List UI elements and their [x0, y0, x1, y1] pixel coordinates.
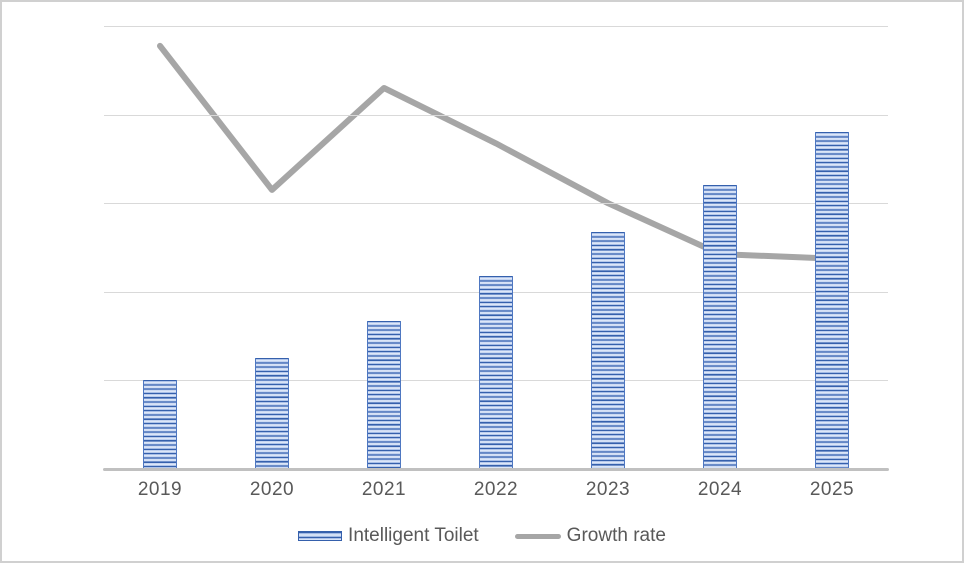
line-series-swatch-icon: [514, 533, 561, 539]
x-axis-label-2023: 2023: [585, 479, 631, 500]
x-axis-label-2024: 2024: [697, 479, 743, 500]
x-axis-label-2025: 2025: [809, 479, 855, 500]
legend: Intelligent Toilet Growth rate: [2, 524, 962, 548]
legend-label-growth-rate: Growth rate: [566, 525, 666, 546]
legend-label-intelligent-toilet: Intelligent Toilet: [348, 525, 479, 546]
bar-2023: [591, 232, 625, 469]
x-axis-label-2022: 2022: [473, 479, 519, 500]
bar-2020: [255, 358, 289, 469]
legend-item-growth-rate: Growth rate: [514, 525, 666, 547]
bar-2021: [367, 321, 401, 469]
bar-2024: [703, 185, 737, 469]
gridline: [104, 203, 888, 204]
bar-2022: [479, 276, 513, 469]
x-axis-label-2021: 2021: [361, 479, 407, 500]
bar-2025: [815, 132, 849, 469]
gridline: [104, 26, 888, 27]
gridline: [104, 115, 888, 116]
bar-series-swatch-icon: [298, 531, 343, 541]
x-axis-label-2019: 2019: [137, 479, 183, 500]
bar-2019: [143, 380, 177, 469]
x-axis-label-2020: 2020: [249, 479, 295, 500]
legend-item-intelligent-toilet: Intelligent Toilet: [298, 525, 479, 547]
x-axis: [103, 468, 889, 471]
